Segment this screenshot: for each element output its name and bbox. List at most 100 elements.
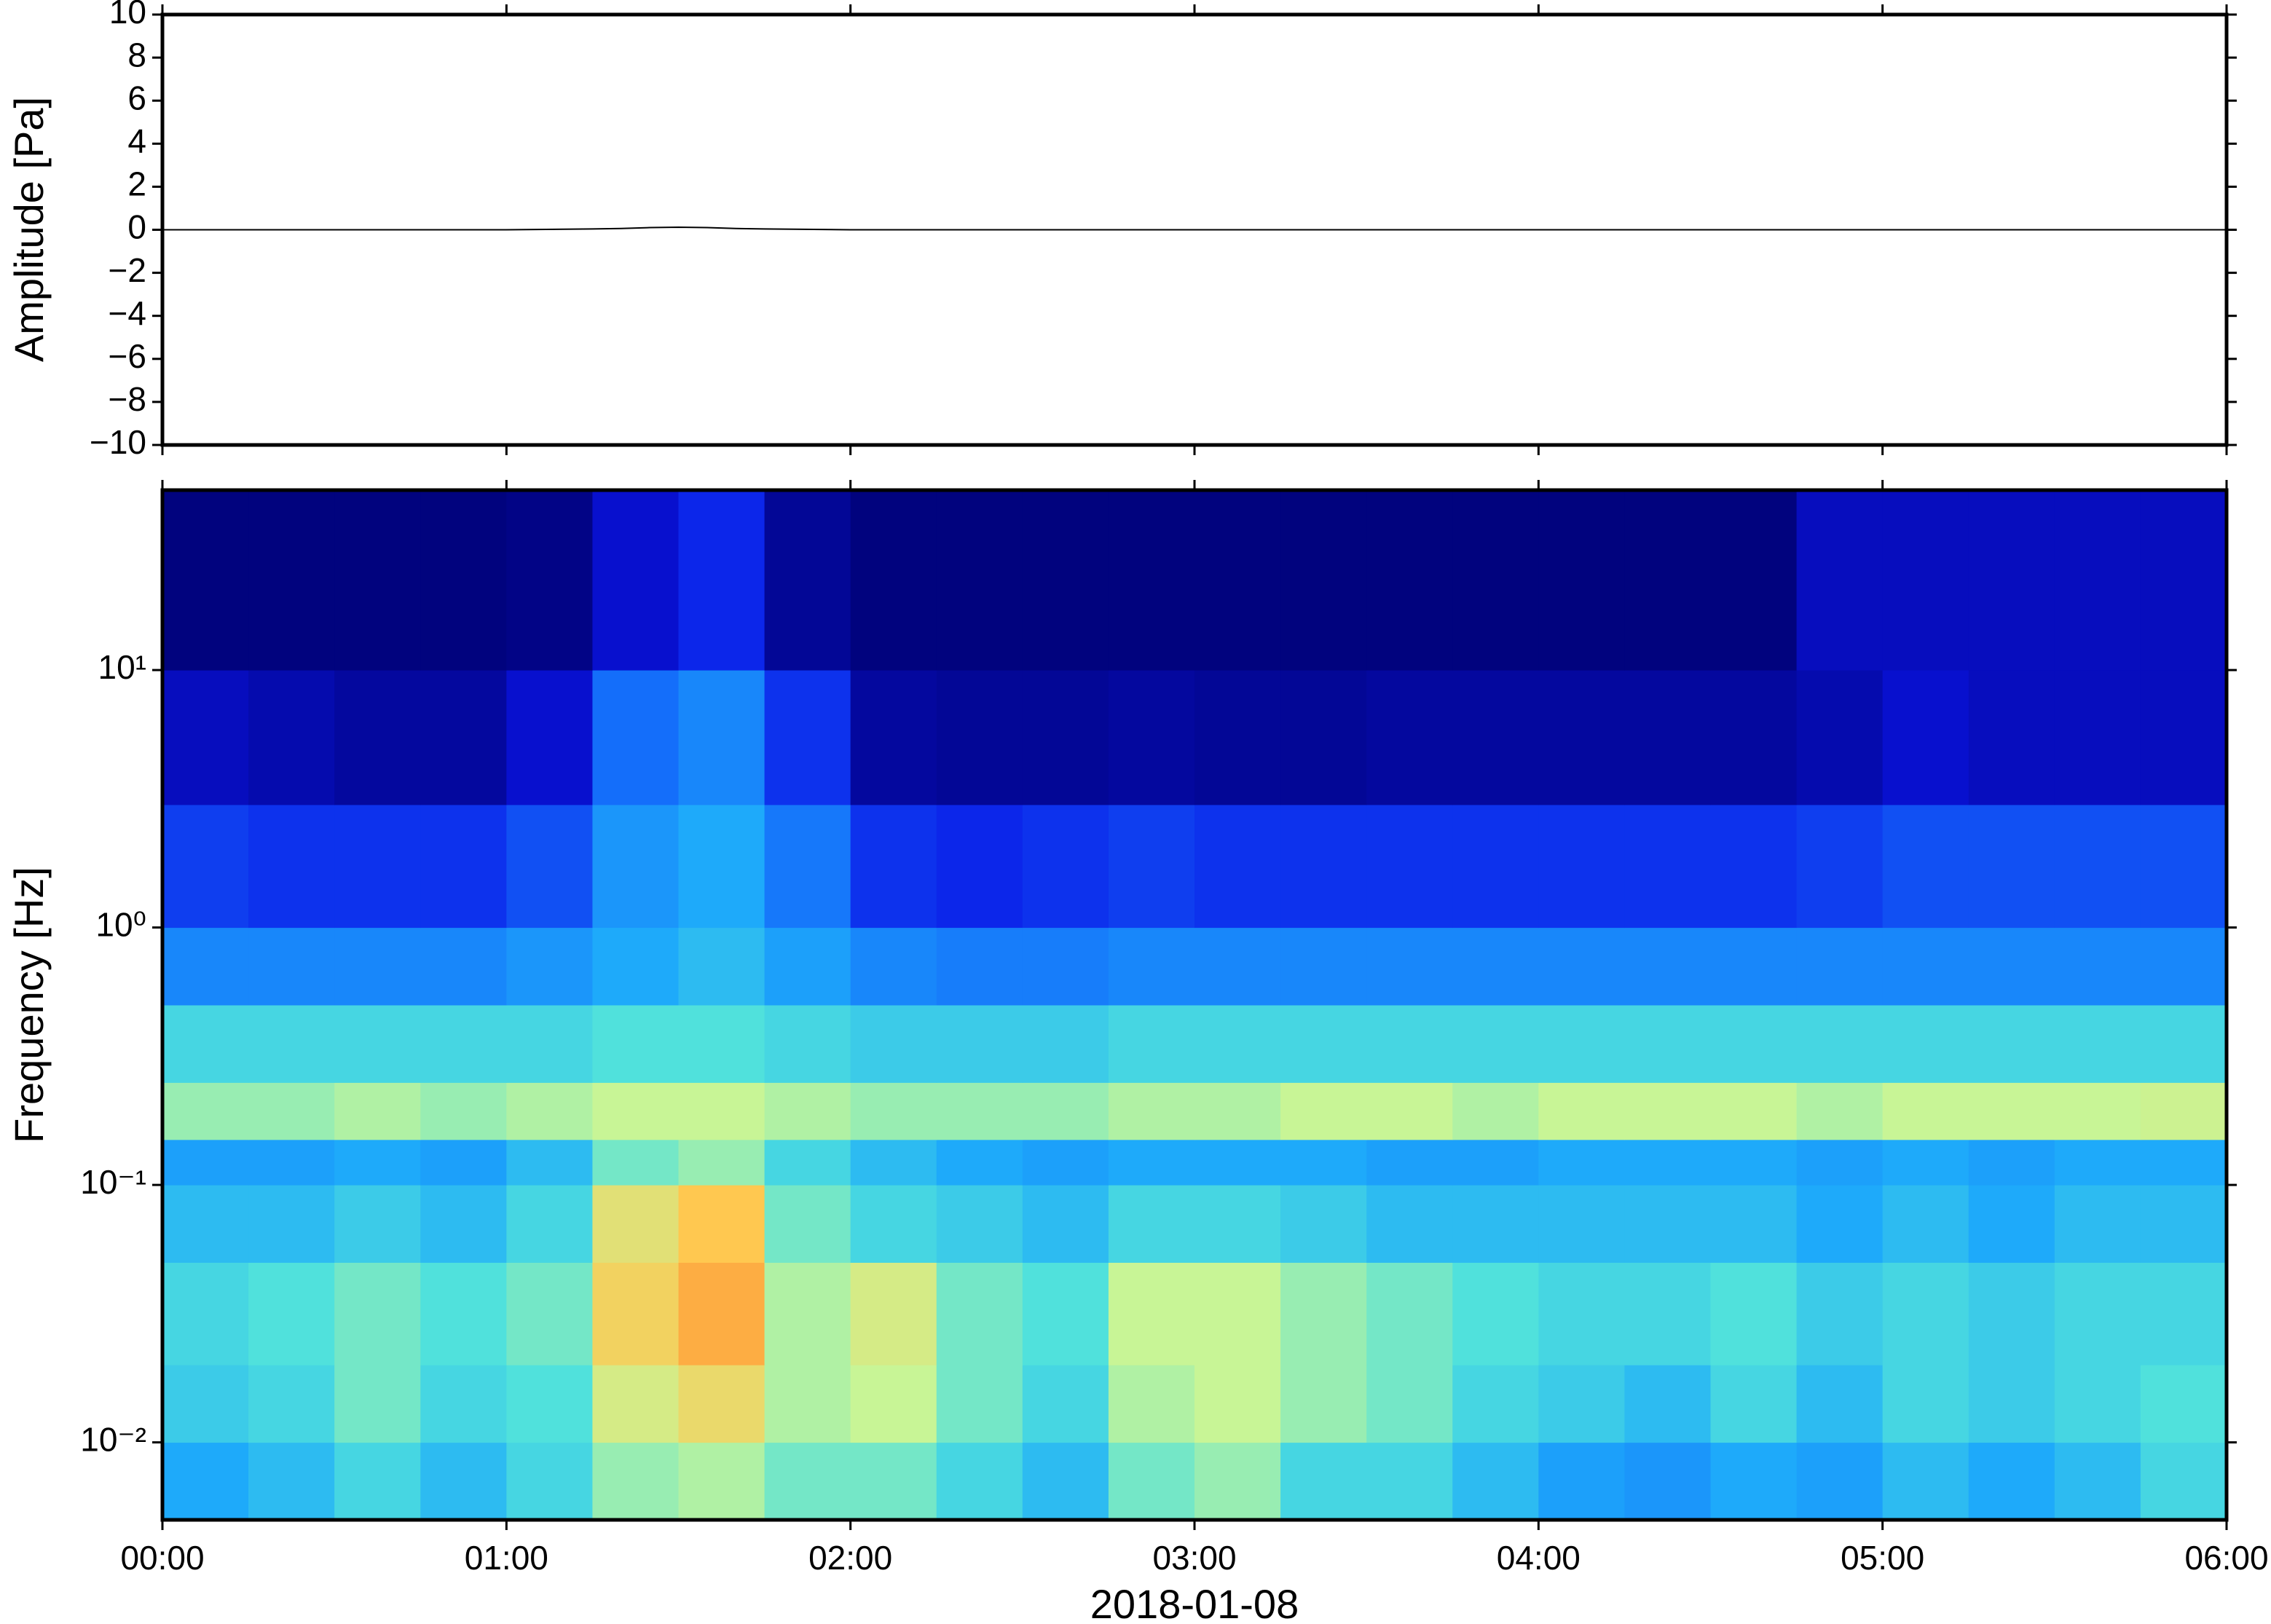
heatmap-cell (334, 670, 421, 805)
heatmap-cell (850, 1139, 937, 1186)
y-axis-label: Amplitude [Pa] (6, 97, 52, 362)
heatmap-cell (592, 670, 679, 805)
heatmap-cell (764, 670, 851, 805)
heatmap-cell (2054, 1185, 2141, 1263)
heatmap-cell (936, 1005, 1023, 1083)
heatmap-cell (1796, 927, 1884, 1006)
heatmap-cell (162, 490, 249, 671)
y-tick-label: −2 (109, 251, 146, 289)
y-tick-label: 4 (127, 122, 146, 159)
heatmap-cell (592, 1139, 679, 1186)
heatmap-cell (678, 1365, 765, 1443)
x-tick-label: 00:00 (120, 1539, 204, 1577)
x-tick-label: 06:00 (2184, 1539, 2268, 1577)
heatmap-cell (506, 1139, 593, 1186)
heatmap-cell (592, 1442, 679, 1521)
x-tick-label: 02:00 (808, 1539, 892, 1577)
heatmap-cell (1710, 1082, 1798, 1140)
heatmap-cell (506, 1262, 593, 1365)
heatmap-cell (1624, 1365, 1711, 1443)
heatmap-cell (1366, 1365, 1453, 1443)
heatmap-cell (1280, 490, 1367, 671)
heatmap-cell (334, 1262, 421, 1365)
heatmap-cell (1452, 1082, 1539, 1140)
heatmap-cell (592, 804, 679, 929)
heatmap-cell (2054, 804, 2141, 929)
heatmap-cell (1882, 670, 1969, 805)
heatmap-cell (1280, 804, 1367, 929)
heatmap-cell (592, 1185, 679, 1263)
heatmap-cell (1538, 804, 1625, 929)
heatmap-cell (1796, 1082, 1884, 1140)
heatmap-cell (248, 1005, 335, 1083)
heatmap-cell (1882, 1442, 1969, 1521)
heatmap-cell (850, 1442, 937, 1521)
heatmap-cell (1968, 1262, 2055, 1365)
heatmap-cell (1194, 1005, 1281, 1083)
heatmap-cell (764, 490, 851, 671)
heatmap-cell (1710, 1005, 1798, 1083)
heatmap-cell (1968, 1139, 2055, 1186)
heatmap-cell (678, 1082, 765, 1140)
x-tick-label: 04:00 (1497, 1539, 1581, 1577)
heatmap-cell (764, 1139, 851, 1186)
heatmap-cell (764, 1185, 851, 1263)
heatmap-cell (1882, 1365, 1969, 1443)
heatmap-cell (1366, 490, 1453, 671)
heatmap-cell (764, 1262, 851, 1365)
heatmap-cell (678, 670, 765, 805)
heatmap-cell (248, 490, 335, 671)
heatmap-cell (1452, 1139, 1539, 1186)
heatmap-cell (1624, 670, 1711, 805)
heatmap-cell (764, 1005, 851, 1083)
heatmap-cell (334, 1442, 421, 1521)
heatmap-cell (2140, 804, 2227, 929)
heatmap-cell (162, 1082, 249, 1140)
heatmap-cell (678, 1262, 765, 1365)
heatmap-cell (592, 1005, 679, 1083)
heatmap-cell (1538, 670, 1625, 805)
heatmap-cell (1194, 1442, 1281, 1521)
heatmap-cell (162, 1139, 249, 1186)
heatmap-cell (850, 1185, 937, 1263)
heatmap-cell (2054, 490, 2141, 671)
heatmap-cell (420, 1442, 507, 1521)
heatmap-cell (1108, 927, 1195, 1006)
heatmap-cell (678, 927, 765, 1006)
heatmap-cell (1624, 927, 1711, 1006)
y-tick-label: 10 (109, 0, 146, 31)
heatmap-cell (678, 1185, 765, 1263)
heatmap-cell (1452, 1005, 1539, 1083)
heatmap-cell (850, 1262, 937, 1365)
heatmap-cell (1366, 670, 1453, 805)
heatmap-cell (1624, 1139, 1711, 1186)
plot-frame (160, 12, 2229, 447)
heatmap-cell (1022, 1365, 1109, 1443)
heatmap-cell (506, 1185, 593, 1263)
heatmap-cell (936, 670, 1023, 805)
heatmap-cell (592, 1082, 679, 1140)
heatmap-cell (1624, 1082, 1711, 1140)
heatmap-cell (2054, 1365, 2141, 1443)
y-tick-label: 0 (127, 208, 146, 246)
heatmap-cell (1108, 1139, 1195, 1186)
heatmap-cell (936, 1082, 1023, 1140)
heatmap-cell (678, 490, 765, 671)
heatmap-cell (936, 1185, 1023, 1263)
heatmap-cell (248, 1139, 335, 1186)
y-tick-label: 8 (127, 36, 146, 74)
heatmap-cell (1624, 1185, 1711, 1263)
heatmap-cell (2054, 670, 2141, 805)
x-tick-label: 05:00 (1841, 1539, 1924, 1577)
heatmap-cell (850, 927, 937, 1006)
y-axis-label: Frequency [Hz] (6, 867, 52, 1143)
heatmap-cell (1796, 1185, 1884, 1263)
heatmap-cell (2140, 670, 2227, 805)
heatmap-cell (420, 927, 507, 1006)
heatmap-cell (248, 1185, 335, 1263)
heatmap-cell (1108, 1365, 1195, 1443)
heatmap-cell (1710, 670, 1798, 805)
heatmap-cell (248, 804, 335, 929)
heatmap-cell (850, 1005, 937, 1083)
heatmap-cell (1280, 670, 1367, 805)
